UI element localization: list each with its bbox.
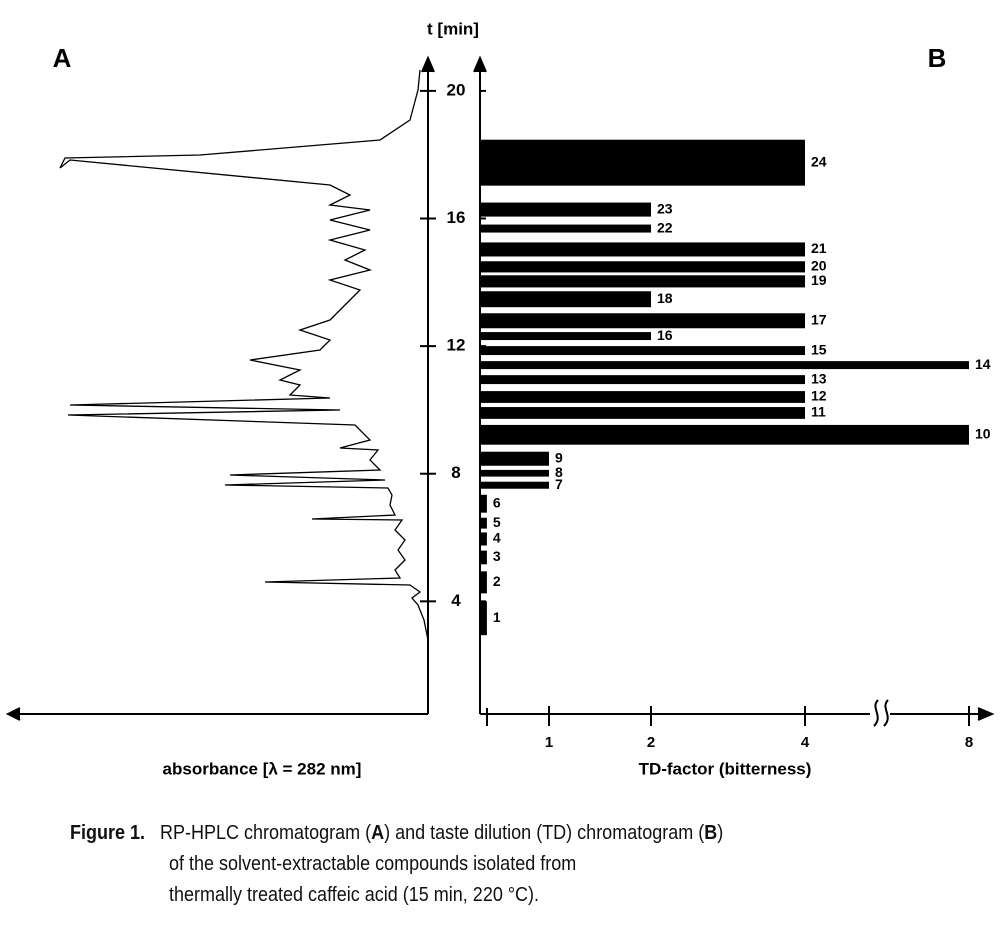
panel-label: B [928, 43, 947, 73]
bar [480, 550, 487, 565]
bar [480, 139, 805, 186]
bar-label: 19 [811, 272, 827, 288]
bar [480, 261, 805, 273]
bar [480, 424, 969, 445]
bar [480, 532, 487, 546]
bar-label: 16 [657, 327, 673, 343]
bar [480, 481, 549, 489]
bar-label: 3 [493, 548, 501, 564]
x-tick-label: 8 [965, 734, 973, 751]
bar-label: 7 [555, 476, 563, 492]
bar-label: 15 [811, 341, 827, 357]
bar [480, 313, 805, 329]
chart: A B t [min] absorbance [λ = 282 nm] TD-f… [5, 19, 995, 778]
bar [480, 451, 549, 466]
bar-label: 9 [555, 449, 563, 465]
caption-text: of the solvent-extractable compounds iso… [169, 853, 577, 875]
x-tick-label: 2 [647, 734, 655, 751]
bar [480, 375, 805, 385]
x-axis-label: TD-factor (bitterness) [639, 759, 812, 778]
bar [480, 494, 487, 513]
bar [480, 332, 651, 341]
x-axis-label: absorbance [λ = 282 nm] [163, 759, 362, 778]
bar-label: 17 [811, 311, 827, 327]
bar-label: 5 [493, 514, 501, 530]
x-tick-label: 1 [545, 734, 553, 751]
bar [480, 224, 651, 233]
bar [480, 391, 805, 403]
bar-label: 24 [811, 153, 827, 169]
bar [480, 291, 651, 308]
caption-text: thermally treated caffeic acid (15 min, … [169, 884, 540, 906]
bar-label: 6 [493, 494, 501, 510]
caption-text: ) and taste dilution (TD) chromatogram ( [384, 822, 705, 844]
bar [480, 202, 651, 217]
caption-text: ) [717, 822, 724, 844]
bar-label: 12 [811, 388, 827, 404]
bar-label: 8 [555, 464, 563, 480]
caption-text: B [704, 822, 718, 844]
bar [480, 571, 487, 594]
bar-label: 1 [493, 609, 501, 625]
bar [480, 242, 805, 257]
caption: Figure 1. RP-HPLC chromatogram (A) and t… [70, 818, 723, 911]
bar-label: 20 [811, 258, 827, 274]
y-tick-label: 8 [451, 463, 460, 482]
bar-label: 22 [657, 219, 673, 235]
x-tick-label: 4 [801, 734, 810, 751]
bar [480, 346, 805, 356]
bar [480, 275, 805, 288]
bar-label: 2 [493, 573, 501, 589]
bar-label: 13 [811, 370, 827, 386]
bar-label: 14 [975, 356, 991, 372]
y-tick-label: 20 [447, 80, 466, 99]
bar [480, 407, 805, 419]
caption-label: Figure 1. [70, 822, 146, 844]
bar [480, 601, 487, 636]
bar [480, 517, 487, 529]
caption-text: RP-HPLC chromatogram ( [160, 822, 372, 844]
bar-label: 4 [493, 530, 501, 546]
y-axis-label: t [min] [427, 19, 479, 38]
y-tick-label: 12 [447, 336, 466, 355]
panel-label: A [53, 43, 72, 73]
caption-text: A [371, 822, 385, 844]
bar-label: 18 [657, 290, 673, 306]
bar-label: 10 [975, 426, 991, 442]
chromatogram-trace [59, 69, 429, 714]
bar [480, 361, 969, 370]
bar [480, 469, 549, 477]
bar-label: 23 [657, 200, 673, 216]
y-tick-label: 16 [447, 208, 466, 227]
bar-label: 11 [811, 404, 826, 420]
bar-label: 21 [811, 240, 827, 256]
y-tick-label: 4 [451, 591, 461, 610]
